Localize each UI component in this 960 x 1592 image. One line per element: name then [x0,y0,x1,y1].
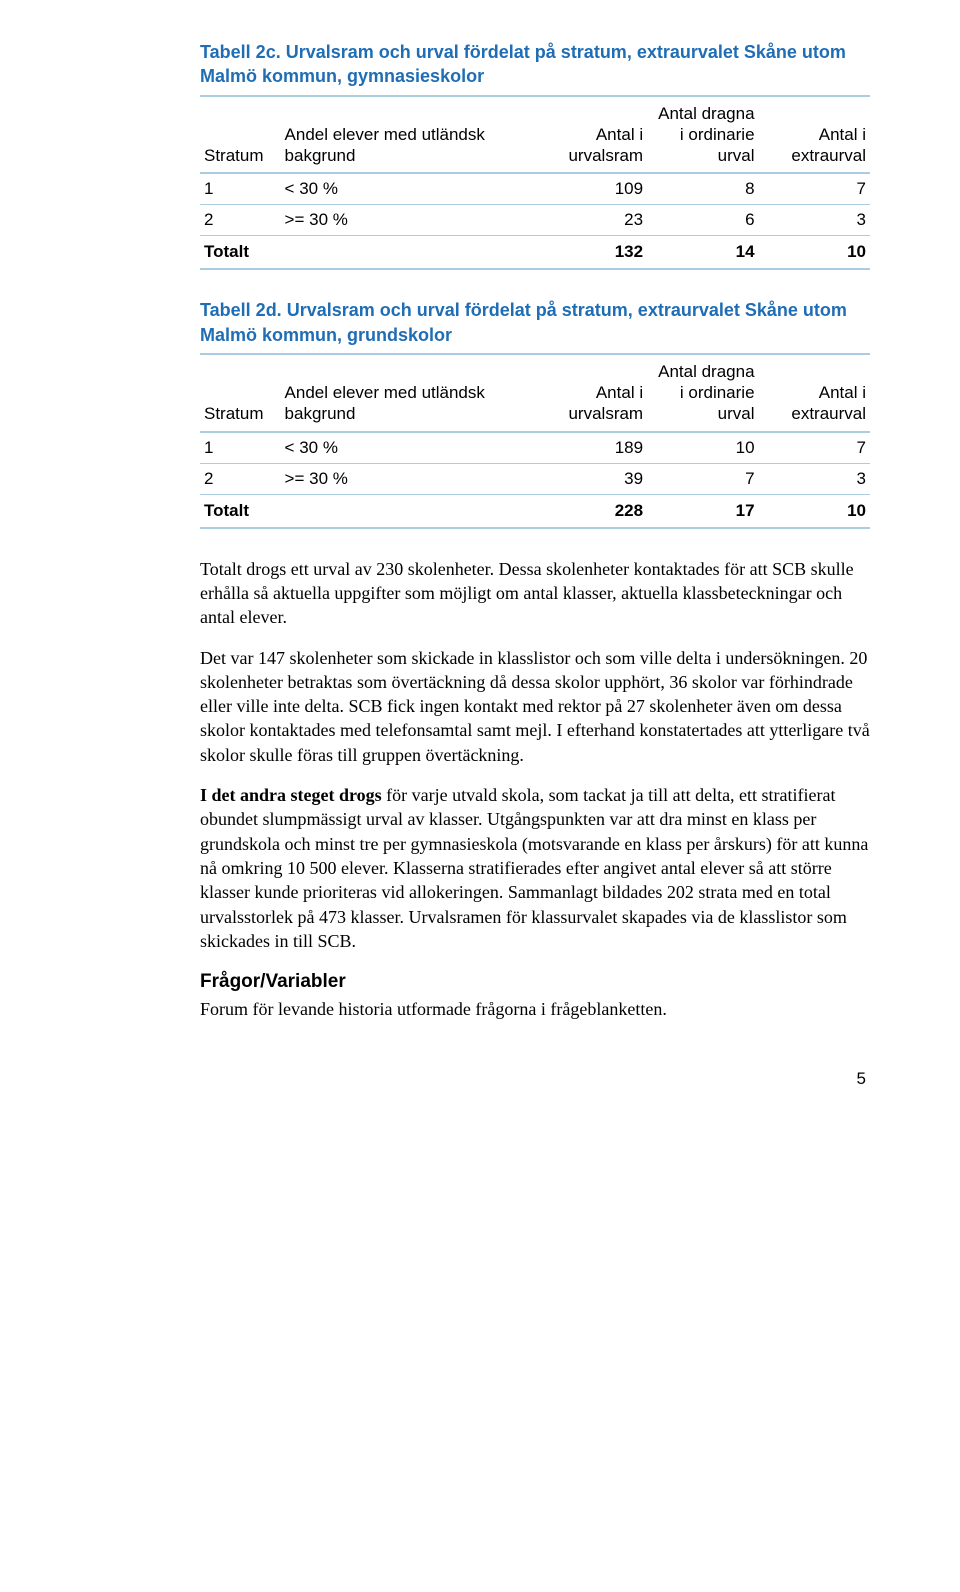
table-row: 1 < 30 % 109 8 7 [200,173,870,205]
cell: 10 [759,236,870,270]
table-2c-header-dragna: Antal dragna i ordinarie urval [647,96,758,174]
table-2c-title-prefix: Tabell 2c. [200,42,281,62]
table-2c-header-stratum: Stratum [200,96,281,174]
cell: 2 [200,205,281,236]
table-2d-header-dragna: Antal dragna i ordinarie urval [647,354,758,432]
cell: >= 30 % [281,463,536,494]
cell: 189 [536,432,647,464]
cell: 7 [759,432,870,464]
section-heading: Frågor/Variabler [200,971,870,993]
cell: 8 [647,173,758,205]
cell: < 30 % [281,432,536,464]
cell: 39 [536,463,647,494]
table-2c-total-row: Totalt 132 14 10 [200,236,870,270]
table-row: 2 >= 30 % 39 7 3 [200,463,870,494]
table-2d-header-andel: Andel elever med utländsk bakgrund [281,354,536,432]
table-2d-title: Tabell 2d. Urvalsram och urval fördelat … [200,298,870,347]
cell: 10 [759,494,870,528]
cell: 1 [200,432,281,464]
paragraph-4: Forum för levande historia utformade frå… [200,997,870,1021]
table-row: 2 >= 30 % 23 6 3 [200,205,870,236]
cell: 228 [536,494,647,528]
table-2c-header-urvalsram: Antal i urvalsram [536,96,647,174]
cell: 3 [759,463,870,494]
table-2c: Stratum Andel elever med utländsk bakgru… [200,95,870,271]
table-2d: Stratum Andel elever med utländsk bakgru… [200,353,870,529]
table-2d-header-extra: Antal i extraurval [759,354,870,432]
table-row: 1 < 30 % 189 10 7 [200,432,870,464]
cell: 6 [647,205,758,236]
table-2d-total-label: Totalt [200,494,536,528]
paragraph-2: Det var 147 skolenheter som skickade in … [200,646,870,767]
paragraph-1: Totalt drogs ett urval av 230 skolenhete… [200,557,870,630]
table-2c-total-label: Totalt [200,236,536,270]
paragraph-3-lead: I det andra steget drogs [200,785,382,805]
table-2d-total-row: Totalt 228 17 10 [200,494,870,528]
paragraph-3-rest: för varje utvald skola, som tackat ja ti… [200,785,868,951]
table-2c-title-rest: Urvalsram och urval fördelat på stratum,… [200,42,846,86]
table-2d-header-urvalsram: Antal i urvalsram [536,354,647,432]
cell: 17 [647,494,758,528]
paragraph-3: I det andra steget drogs för varje utval… [200,783,870,953]
cell: 10 [647,432,758,464]
cell: 7 [759,173,870,205]
table-2d-header-stratum: Stratum [200,354,281,432]
cell: 109 [536,173,647,205]
cell: < 30 % [281,173,536,205]
cell: 1 [200,173,281,205]
cell: >= 30 % [281,205,536,236]
table-2c-header-andel: Andel elever med utländsk bakgrund [281,96,536,174]
table-2c-header-extra: Antal i extraurval [759,96,870,174]
table-2d-title-prefix: Tabell 2d. [200,300,282,320]
table-2d-title-rest: Urvalsram och urval fördelat på stratum,… [200,300,847,344]
cell: 2 [200,463,281,494]
cell: 7 [647,463,758,494]
cell: 14 [647,236,758,270]
page-number: 5 [200,1069,870,1089]
cell: 3 [759,205,870,236]
cell: 132 [536,236,647,270]
cell: 23 [536,205,647,236]
table-2c-title: Tabell 2c. Urvalsram och urval fördelat … [200,40,870,89]
